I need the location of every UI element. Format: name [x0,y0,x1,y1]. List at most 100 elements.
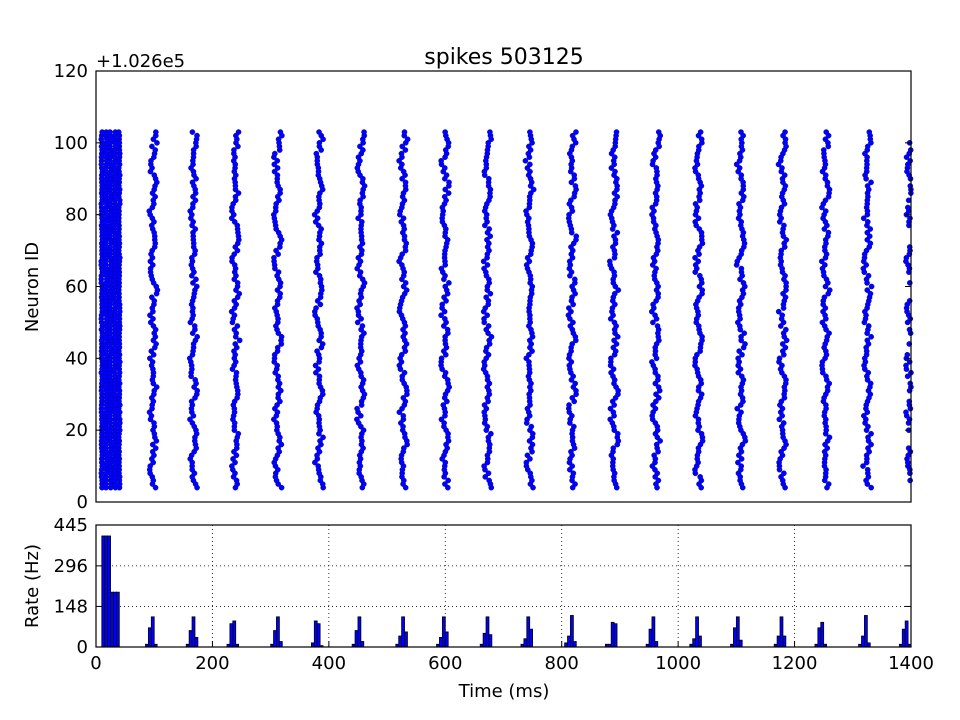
spike-point [566,305,572,311]
spike-point [655,477,662,484]
spike-point [611,319,618,326]
spike-point [480,258,487,265]
spike-point [149,294,155,301]
spike-point [231,251,238,257]
spike-point [274,362,281,369]
spike-point [528,423,535,430]
spike-point [194,333,201,340]
rate-bar [276,616,280,648]
spike-point [733,161,740,168]
spike-point [734,405,741,412]
spike-point [274,157,281,164]
spike-point [481,316,487,322]
spike-point [189,129,196,135]
spike-point [445,477,451,484]
spike-point [445,484,451,491]
rate-y-tick-label: 445 [54,515,88,536]
rate-bar [191,616,196,648]
spike-point [354,362,361,369]
spike-point [191,323,198,329]
spike-point [867,226,874,232]
spike-point [736,201,742,207]
spike-point [152,147,159,153]
spike-point [316,373,323,380]
spike-point [571,276,578,283]
raster-y-tick-label: 60 [65,277,88,298]
spike-point [149,448,156,455]
rate-bar [357,616,362,648]
spike-point [275,445,281,451]
spike-point [821,294,828,301]
spike-point [819,258,825,265]
spike-point [572,183,579,189]
spike-point [149,143,155,150]
spike-point [235,190,242,196]
spike-point [568,179,575,186]
spike-point [738,265,745,272]
spike-point [359,219,365,225]
spike-point [354,416,360,423]
spike-point [234,280,241,286]
spike-point [485,140,492,146]
spike-point [569,143,576,150]
rate-y-axis-label: Rate (Hz) [22,544,43,628]
spike-point [320,434,326,441]
spike-point [826,330,832,336]
rate-bar [354,630,359,648]
spike-point [823,373,829,380]
spike-point [736,165,743,171]
spike-point [153,129,159,135]
spike-point [825,229,832,236]
rate-bar [485,616,490,648]
spike-point [150,316,156,322]
spike-point [232,341,239,347]
spike-point [314,348,320,354]
spike-point [314,215,321,222]
rate-axes-frame [95,524,912,648]
spike-point [903,362,909,369]
spike-point [401,369,408,376]
spike-point [738,172,745,178]
spike-point [649,359,655,365]
spike-point [153,384,160,390]
spike-point [735,355,741,362]
spike-point [236,290,243,297]
rate-bar [104,535,109,648]
spike-point [653,265,659,272]
spike-point [438,265,445,272]
rate-bar [278,641,283,648]
spike-point [187,416,193,423]
spike-point [698,391,705,398]
spike-point [234,323,241,329]
rate-bar [273,630,277,648]
raster-offset-label: +1.026e5 [96,51,185,72]
spike-point [192,377,199,383]
spike-point [864,337,871,344]
rate-x-tick-label: 0 [90,653,101,674]
rate-bar [866,642,871,648]
spike-point [278,333,285,340]
raster-y-tick-label: 80 [65,205,88,226]
spike-point [403,287,410,293]
spike-point [569,341,576,347]
spike-point [354,319,361,326]
spike-point [738,409,744,416]
rate-bar [488,634,493,648]
spike-point [611,337,617,344]
spike-point [573,233,580,240]
rate-bar [570,615,574,648]
spike-point [868,430,874,437]
rate-bar [864,615,868,648]
spike-point [487,129,493,135]
spike-point [571,423,577,430]
spike-point [233,477,240,484]
spike-point [482,474,489,480]
raster-panel: spikes 503125 +1.026e5 Neuron ID 0 20 40 60… [22,45,914,513]
spike-point [906,280,913,286]
spike-point [442,316,448,322]
spike-point [482,305,489,311]
rate-bar [150,616,155,648]
spike-point [860,215,867,222]
spike-point [190,280,196,286]
spike-point [147,463,153,469]
